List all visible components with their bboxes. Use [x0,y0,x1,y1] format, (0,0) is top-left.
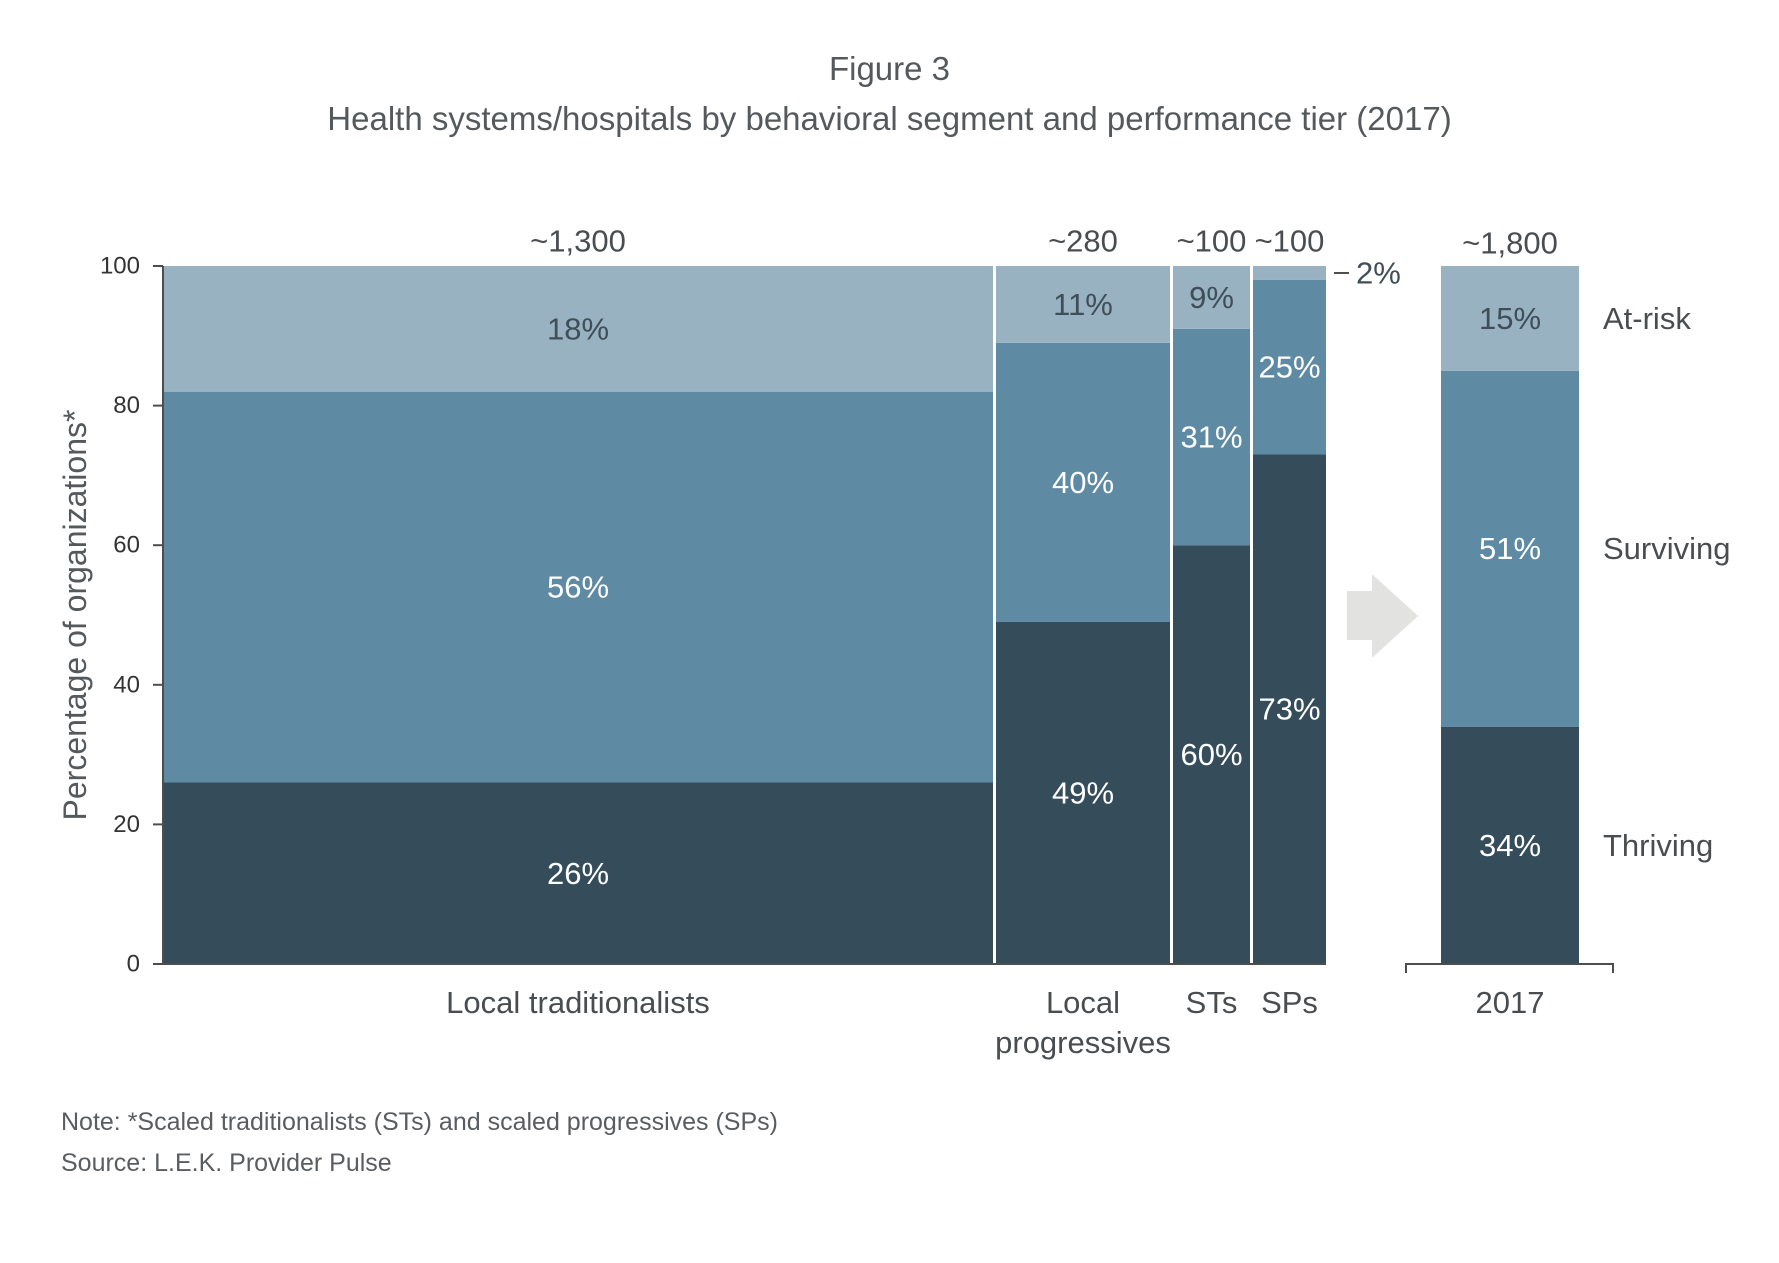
local-traditionalists-at-risk-value-label: 18% [547,311,609,346]
total-surviving-value-label: 51% [1479,531,1541,566]
column-size-label: ~100 [1177,224,1247,259]
y-tick-label: 80 [113,392,140,419]
sts-at-risk-value-label: 9% [1189,280,1234,315]
y-tick-label: 20 [113,811,140,838]
sts-surviving-value-label: 31% [1180,420,1242,455]
chart-title: Health systems/hospitals by behavioral s… [327,100,1452,137]
legend-surviving: Surviving [1603,531,1731,566]
y-tick-label: 60 [113,532,140,559]
sps-thriving-value-label: 73% [1258,692,1320,727]
column-sts: 60% 31% 9% ~100 [1173,224,1250,964]
total-thriving-segment [1441,726,1579,964]
column-size-label: ~100 [1255,224,1325,259]
local-progressives-surviving-segment [996,342,1170,622]
local-traditionalists-surviving-value-label: 56% [547,570,609,605]
local-progressives-thriving-value-label: 49% [1052,775,1114,810]
source-note: Source: L.E.K. Provider Pulse [61,1149,392,1177]
sps-at-risk-value-label: 2% [1356,255,1401,290]
sts-at-risk-segment [1173,266,1250,329]
y-axis-title: Percentage of organizations* [57,410,93,821]
sps-surviving-value-label: 25% [1258,350,1320,385]
sps-thriving-segment [1253,454,1326,964]
segment-columns: 26% 56% 18% ~1,300 49% 40% 11% ~280 60% 31% 9% ~100… [163,224,1401,964]
x-label-sps: SPs [1261,985,1318,1020]
total-at-risk-segment [1441,266,1579,371]
column-local-progressives: 49% 40% 11% ~280 [996,224,1170,964]
y-tick-label: 0 [127,951,140,978]
local-traditionalists-surviving-segment [163,391,993,783]
y-tick-label: 100 [100,253,140,280]
column-local-traditionalists: 26% 56% 18% ~1,300 [163,224,993,964]
local-traditionalists-thriving-value-label: 26% [547,856,609,891]
local-progressives-at-risk-value-label: 11% [1053,287,1113,322]
sts-thriving-segment [1173,545,1250,964]
y-axis: 0 20 40 60 80 100 [100,253,164,978]
total-thriving-value-label: 34% [1479,828,1541,863]
legend-at-risk: At-risk [1603,301,1691,336]
local-progressives-surviving-value-label: 40% [1052,465,1114,500]
local-traditionalists-at-risk-segment [163,266,993,392]
column-size-label: ~280 [1048,224,1118,259]
x-label-local-progressives: Local progressives [995,985,1171,1060]
column-sps: 73% 25% 2% ~100 [1253,224,1401,964]
y-tick-label: 40 [113,671,140,698]
sps-surviving-segment [1253,279,1326,455]
local-progressives-at-risk-segment [996,266,1170,343]
local-progressives-thriving-segment [996,621,1170,964]
column-size-label: ~1,300 [530,224,626,259]
footnote: Note: *Scaled traditionalists (STs) and … [61,1108,778,1136]
local-traditionalists-thriving-segment [163,782,993,964]
total-surviving-segment [1441,370,1579,727]
sps-at-risk-segment [1253,266,1326,280]
x-label-sts: STs [1185,985,1238,1020]
total-size-label: ~1,800 [1462,226,1558,261]
total-at-risk-value-label: 15% [1479,301,1541,336]
column-total-2017: 34% 51% 15% ~1,800 Thriving Surviving At-risk [1441,226,1731,964]
total-axis-bracket [1405,963,1614,973]
figure-label: Figure 3 [828,50,951,87]
sts-thriving-value-label: 60% [1180,737,1242,772]
sts-surviving-segment [1173,328,1250,546]
x-label-total: 2017 [1475,985,1545,1020]
right-arrow-icon [1347,574,1418,658]
x-label-local-traditionalists: Local traditionalists [446,985,710,1020]
legend-thriving: Thriving [1603,828,1713,863]
